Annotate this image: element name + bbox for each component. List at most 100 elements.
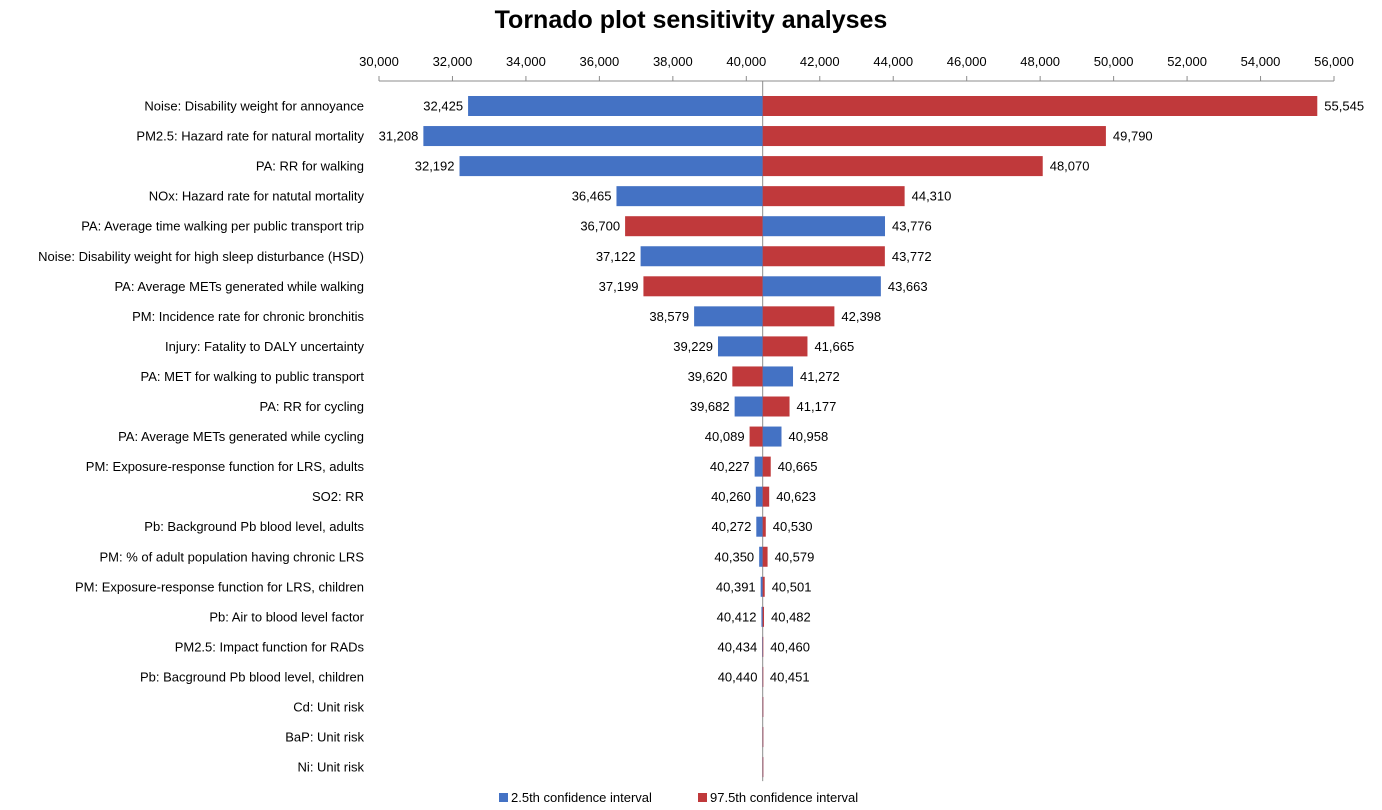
bar-left <box>643 276 763 297</box>
value-label-high: 40,623 <box>776 489 816 504</box>
value-label-low: 40,227 <box>710 459 750 474</box>
bar-right <box>762 426 782 447</box>
bar-right <box>762 727 764 748</box>
bar-left <box>759 546 763 567</box>
category-label: BaP: Unit risk <box>285 730 364 745</box>
legend: 2.5th confidence interval 97.5th confiden… <box>499 790 858 805</box>
bar-left <box>459 156 763 177</box>
category-label: PM: Incidence rate for chronic bronchiti… <box>132 309 364 324</box>
x-tick-label: 42,000 <box>800 54 840 69</box>
bar-left <box>694 306 763 327</box>
category-label: PM: % of adult population having chronic… <box>100 549 365 564</box>
value-label-low: 38,579 <box>649 309 689 324</box>
bar-right <box>762 516 766 537</box>
x-tick-label: 38,000 <box>653 54 693 69</box>
category-label: PM2.5: Impact function for RADs <box>175 639 365 654</box>
category-label: PA: Average time walking per public tran… <box>81 219 364 234</box>
bar-right <box>762 666 764 687</box>
value-label-low: 40,350 <box>714 549 754 564</box>
bar-right <box>762 697 764 717</box>
value-label-high: 40,530 <box>773 519 813 534</box>
category-label: Injury: Fatality to DALY uncertainty <box>165 339 364 354</box>
bar-right <box>762 486 770 507</box>
x-tick-label: 46,000 <box>947 54 987 69</box>
value-label-low: 37,199 <box>599 279 639 294</box>
x-tick-label: 54,000 <box>1241 54 1281 69</box>
bar-right <box>762 336 808 357</box>
category-label: NOx: Hazard rate for natutal mortality <box>149 189 365 204</box>
x-axis: 30,000 32,000 34,000 36,000 38,000 40,000 42,0… <box>359 54 1354 782</box>
bar-left <box>640 246 763 267</box>
category-label: Cd: Unit risk <box>293 700 364 715</box>
bar-left <box>717 336 763 357</box>
bar-left <box>616 186 763 207</box>
category-label: Pb: Bacground Pb blood level, children <box>140 669 364 684</box>
category-label: PM: Exposure-response function for LRS, … <box>75 579 364 594</box>
category-label: PA: RR for cycling <box>259 399 364 414</box>
bar-left <box>732 366 763 387</box>
value-label-low: 39,682 <box>690 399 730 414</box>
value-label-high: 43,772 <box>892 249 932 264</box>
bar-right <box>762 96 1318 116</box>
category-label: Ni: Unit risk <box>298 760 365 775</box>
category-label: Pb: Air to blood level factor <box>209 609 364 624</box>
value-label-high: 40,482 <box>771 609 811 624</box>
value-label-high: 49,790 <box>1113 129 1153 144</box>
x-tick-label: 30,000 <box>359 54 399 69</box>
value-label-high: 40,501 <box>772 579 812 594</box>
x-tick-label: 56,000 <box>1314 54 1354 69</box>
category-label: PA: MET for walking to public transport <box>140 369 364 384</box>
x-tick-label: 32,000 <box>433 54 473 69</box>
value-label-low: 37,122 <box>596 249 636 264</box>
value-label-low: 31,208 <box>379 129 419 144</box>
bar-right <box>762 546 768 567</box>
bar-left <box>754 456 763 477</box>
value-label-low: 40,440 <box>718 669 758 684</box>
bar-right <box>762 366 794 387</box>
bar-right <box>762 186 905 207</box>
value-label-high: 41,665 <box>814 339 854 354</box>
value-label-low: 40,272 <box>712 519 752 534</box>
value-label-low: 32,192 <box>415 159 455 174</box>
value-label-high: 40,579 <box>775 549 815 564</box>
x-tick-label: 44,000 <box>873 54 913 69</box>
bar-right <box>762 606 765 627</box>
value-label-high: 40,665 <box>778 459 818 474</box>
bar-right <box>762 576 765 597</box>
bar-right <box>762 276 881 297</box>
category-label: Noise: Disability weight for high sleep … <box>38 249 364 264</box>
value-label-low: 36,700 <box>580 219 620 234</box>
bar-right <box>762 456 771 477</box>
bars <box>423 96 1318 778</box>
legend-swatch <box>499 793 508 802</box>
value-label-high: 40,460 <box>770 639 810 654</box>
bar-left <box>749 426 763 447</box>
category-label: PA: Average METs generated while walking <box>114 279 364 294</box>
category-label: PA: RR for walking <box>256 159 364 174</box>
bar-left <box>755 486 763 507</box>
bar-right <box>762 216 886 237</box>
bar-right <box>762 126 1106 147</box>
value-label-high: 43,663 <box>888 279 928 294</box>
value-label-high: 40,958 <box>788 429 828 444</box>
value-label-low: 40,089 <box>705 429 745 444</box>
x-tick-label: 36,000 <box>580 54 620 69</box>
bar-left <box>760 576 763 597</box>
category-label: PA: Average METs generated while cycling <box>118 429 364 444</box>
bar-left <box>468 96 763 116</box>
x-tick-label: 40,000 <box>726 54 766 69</box>
value-label-high: 55,545 <box>1324 99 1364 114</box>
bar-right <box>762 306 835 327</box>
bar-left <box>423 126 763 147</box>
category-label: PM2.5: Hazard rate for natural mortality <box>136 129 364 144</box>
value-label-high: 41,272 <box>800 369 840 384</box>
bar-right <box>762 156 1043 177</box>
value-label-low: 40,412 <box>717 609 757 624</box>
x-tick-label: 34,000 <box>506 54 546 69</box>
value-label-high: 44,310 <box>912 189 952 204</box>
x-tick-label: 48,000 <box>1020 54 1060 69</box>
bar-left <box>625 216 763 237</box>
bar-right <box>762 636 764 657</box>
legend-label: 97.5th confidence interval <box>710 790 858 805</box>
value-label-low: 32,425 <box>423 99 463 114</box>
